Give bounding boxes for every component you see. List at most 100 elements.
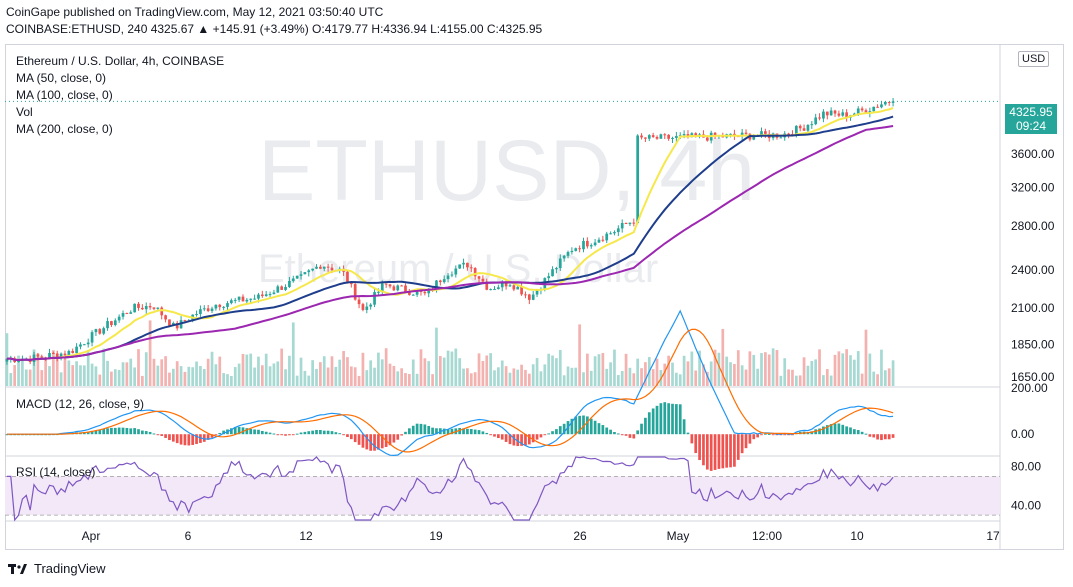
macd-label[interactable]: MACD (12, 26, close, 9) (16, 397, 145, 411)
candle (651, 135, 655, 137)
candle (133, 303, 136, 313)
macd-histogram-bar (218, 432, 222, 435)
vol-label[interactable]: Vol (16, 105, 33, 119)
macd-histogram-bar (883, 434, 887, 440)
volume-bar (833, 354, 837, 386)
macd-histogram-bar (117, 427, 121, 435)
volume-bar (675, 372, 678, 386)
time-tick-label: 19 (429, 529, 443, 543)
macd-histogram-bar (319, 429, 322, 435)
macd-histogram-bar (288, 434, 291, 436)
macd-histogram-bar (435, 428, 438, 435)
candle (307, 270, 311, 273)
volume-bar (55, 356, 59, 386)
candle (106, 321, 109, 329)
volume-bar (322, 356, 326, 386)
candle (438, 280, 442, 283)
macd-histogram-bar (845, 426, 848, 435)
volume-bar (13, 365, 17, 386)
ma50-label[interactable]: MA (50, close, 0) (16, 71, 107, 85)
macd-histogram-bar (822, 426, 825, 435)
footer[interactable]: TradingView (8, 561, 106, 576)
candle (566, 252, 570, 256)
macd-histogram-bar (427, 425, 431, 435)
volume-bar (183, 371, 187, 386)
volume-bar (202, 368, 206, 386)
macd-histogram-bar (725, 434, 729, 468)
candle (55, 353, 59, 358)
macd-histogram-bar (516, 434, 520, 447)
volume-bar (469, 373, 473, 386)
candle (214, 304, 218, 309)
volume-bar (636, 358, 640, 386)
volume-bar (791, 369, 794, 386)
candle (856, 108, 860, 114)
candle (423, 291, 427, 294)
candle (284, 286, 287, 290)
candle (276, 286, 280, 293)
macd-histogram-bar (303, 431, 307, 435)
volume-bar (462, 368, 465, 386)
symbol-label[interactable]: Ethereum / U.S. Dollar, 4h, COINBASE (16, 54, 225, 68)
macd-histogram-bar (349, 434, 353, 440)
candle (616, 228, 620, 233)
volume-bar (566, 366, 570, 386)
volume-bar (620, 371, 624, 386)
candle (94, 329, 98, 333)
macd-histogram-bar (264, 431, 268, 435)
candle (798, 125, 802, 129)
volume-bar (419, 349, 423, 386)
volume-bar (28, 369, 32, 386)
macd-histogram-bar (388, 434, 392, 446)
candle (586, 240, 589, 247)
volume-bar (106, 360, 109, 386)
volume-bar (613, 349, 616, 386)
price-tick-label: 2100.00 (1011, 301, 1055, 315)
macd-histogram-bar (222, 430, 225, 435)
candle (36, 354, 40, 357)
volume-bar (671, 362, 674, 386)
volume-bar (787, 369, 790, 386)
candle (183, 320, 187, 322)
volume-bar (779, 375, 783, 386)
macd-histogram-bar (299, 432, 303, 435)
ma200-label[interactable]: MA (200, close, 0) (16, 122, 113, 136)
macd-histogram-bar (311, 430, 314, 435)
currency-button[interactable]: USD (1018, 51, 1050, 67)
time-tick-label: 12 (299, 529, 313, 543)
rsi-label[interactable]: RSI (14, close) (16, 465, 96, 479)
volume-bar (725, 356, 729, 386)
volume-bar (752, 354, 756, 386)
volume-bar (524, 369, 527, 386)
macd-histogram-bar (740, 434, 744, 454)
volume-bar (144, 352, 148, 386)
macd-histogram-bar (477, 430, 481, 435)
volume-bar (531, 364, 535, 386)
candle (291, 278, 295, 281)
volume-bar (44, 359, 47, 386)
volume-bar (702, 364, 705, 386)
macd-histogram-bar (493, 434, 496, 437)
volume-bar (438, 356, 442, 386)
macd-histogram-bar (195, 434, 198, 445)
ma100-label[interactable]: MA (100, close, 0) (16, 88, 113, 102)
publish-info: CoinGape published on TradingView.com, M… (6, 5, 384, 19)
volume-bar (822, 375, 825, 386)
candle (613, 232, 616, 234)
candle (245, 299, 249, 302)
volume-bar (632, 373, 636, 386)
price-tick-label: 3600.00 (1011, 147, 1055, 161)
volume-bar (59, 372, 63, 386)
volume-bar (593, 356, 597, 386)
macd-histogram-bar (810, 431, 814, 435)
macd-histogram-bar (338, 433, 342, 435)
candle (156, 307, 160, 309)
ma200-line (6, 125, 894, 362)
candle (199, 309, 202, 315)
macd-histogram-bar (469, 429, 473, 435)
macd-histogram-bar (508, 434, 512, 445)
candle (365, 306, 369, 310)
macd-histogram-bar (446, 429, 450, 435)
candle (137, 303, 140, 308)
